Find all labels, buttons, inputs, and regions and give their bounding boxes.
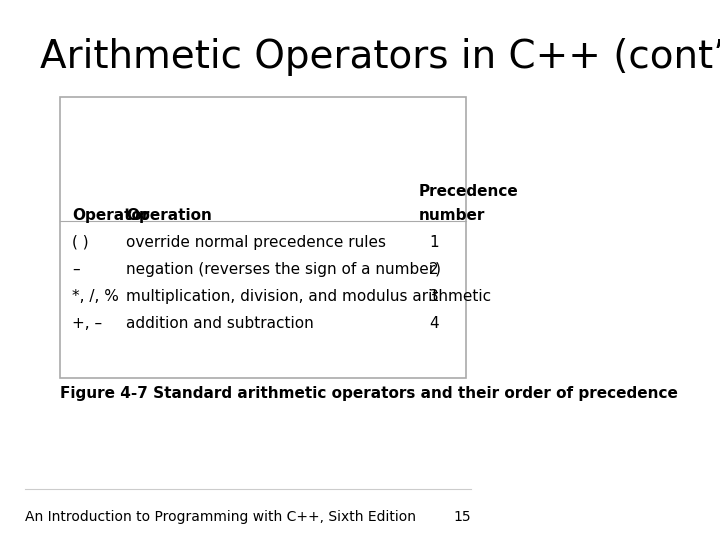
Text: *, /, %: *, /, %: [72, 289, 119, 304]
Text: Arithmetic Operators in C++ (cont’d.): Arithmetic Operators in C++ (cont’d.): [40, 38, 720, 76]
Text: multiplication, division, and modulus arithmetic: multiplication, division, and modulus ar…: [127, 289, 492, 304]
Text: negation (reverses the sign of a number): negation (reverses the sign of a number): [127, 262, 441, 277]
Text: +, –: +, –: [72, 316, 102, 331]
Text: Precedence: Precedence: [419, 184, 518, 199]
Text: number: number: [419, 208, 485, 223]
Text: override normal precedence rules: override normal precedence rules: [127, 235, 387, 250]
Text: addition and subtraction: addition and subtraction: [127, 316, 314, 331]
Text: An Introduction to Programming with C++, Sixth Edition: An Introduction to Programming with C++,…: [24, 510, 415, 524]
Text: 3: 3: [429, 289, 438, 304]
Text: Operation: Operation: [127, 208, 212, 223]
Text: 4: 4: [429, 316, 438, 331]
Text: Figure 4-7 Standard arithmetic operators and their order of precedence: Figure 4-7 Standard arithmetic operators…: [60, 386, 678, 401]
Text: –: –: [72, 262, 79, 277]
Text: ( ): ( ): [72, 235, 89, 250]
FancyBboxPatch shape: [60, 97, 466, 378]
Text: 1: 1: [429, 235, 438, 250]
Text: 2: 2: [429, 262, 438, 277]
Text: Operator: Operator: [72, 208, 149, 223]
Text: 15: 15: [454, 510, 471, 524]
